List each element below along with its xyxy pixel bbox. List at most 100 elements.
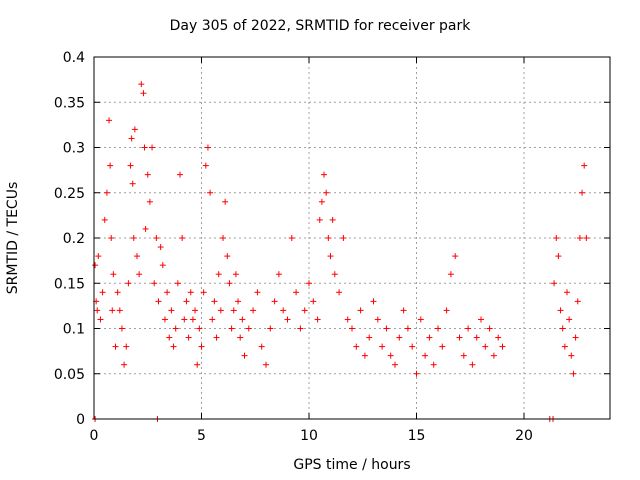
data-point [473, 334, 480, 341]
data-point [174, 280, 181, 287]
data-point [561, 343, 568, 350]
data-point [357, 307, 364, 314]
data-point [555, 253, 562, 260]
data-point [583, 235, 590, 241]
data-point [200, 289, 207, 296]
data-point [250, 307, 257, 314]
data-point [209, 316, 216, 323]
data-point [374, 316, 381, 323]
y-axis-label: SRMTID / TECUs [5, 181, 21, 295]
data-point [404, 325, 411, 332]
data-point [417, 316, 424, 323]
data-point [110, 271, 117, 278]
grid-lines [94, 57, 610, 419]
data-points [92, 81, 590, 422]
data-point [109, 307, 116, 314]
data-point [340, 235, 347, 241]
data-point [361, 352, 368, 359]
data-point [141, 144, 148, 151]
data-point [275, 271, 282, 278]
data-point [435, 325, 441, 332]
data-point [222, 198, 229, 205]
data-point [572, 334, 579, 341]
data-point [570, 370, 577, 377]
data-point [325, 235, 332, 241]
data-point [439, 343, 446, 350]
y-tick-label: 0.1 [63, 322, 85, 338]
data-point [310, 298, 317, 305]
data-point [92, 262, 99, 269]
data-point [329, 216, 336, 223]
data-point [314, 316, 321, 323]
data-point [232, 271, 239, 278]
data-point [198, 343, 205, 350]
chart-title: Day 305 of 2022, SRMTID for receiver par… [169, 18, 471, 34]
data-point [108, 235, 115, 241]
data-point [400, 307, 407, 314]
data-point [293, 289, 300, 296]
data-point [170, 343, 177, 350]
data-point [230, 307, 237, 314]
data-point [482, 343, 489, 350]
data-point [271, 298, 278, 305]
data-point [157, 244, 164, 251]
data-point [172, 325, 179, 332]
data-point [95, 253, 102, 260]
data-point [430, 361, 437, 368]
data-point [254, 289, 261, 296]
data-point [144, 171, 151, 178]
data-point [235, 298, 242, 305]
data-point [107, 162, 114, 169]
data-point [101, 216, 108, 223]
data-point [136, 271, 143, 278]
data-point [288, 235, 295, 241]
data-point [155, 298, 162, 305]
data-point [159, 262, 166, 269]
data-point [226, 280, 233, 287]
data-point [478, 316, 484, 323]
data-point [164, 289, 171, 296]
data-point [422, 352, 429, 359]
data-point [263, 361, 269, 368]
data-point [581, 162, 588, 169]
data-point [564, 289, 570, 296]
data-point [202, 162, 209, 169]
data-point [130, 235, 137, 241]
data-point [237, 334, 244, 341]
data-point [204, 144, 211, 151]
data-point [121, 361, 128, 368]
data-point [284, 316, 291, 323]
data-point [490, 352, 497, 359]
data-point [239, 316, 246, 323]
data-point [187, 289, 194, 296]
data-point [499, 343, 506, 350]
data-point [559, 325, 566, 332]
data-point [301, 307, 308, 314]
data-point [142, 225, 149, 232]
data-point [576, 235, 583, 241]
data-point [321, 171, 328, 178]
x-tick-label: 15 [408, 428, 426, 444]
data-point [146, 198, 153, 205]
data-point [112, 343, 119, 350]
y-tick-label: 0.25 [54, 186, 85, 202]
data-point [207, 189, 214, 196]
data-point [153, 235, 160, 241]
data-point [194, 361, 201, 368]
data-point [179, 235, 186, 241]
data-point [215, 271, 222, 278]
data-point [306, 280, 312, 287]
data-point [495, 334, 502, 341]
data-point [297, 325, 304, 332]
x-tick-label: 10 [300, 428, 318, 444]
x-tick-label: 20 [515, 428, 533, 444]
data-point [280, 307, 287, 314]
data-point [553, 235, 560, 241]
data-point [344, 316, 351, 323]
data-point [426, 334, 433, 341]
data-point [125, 280, 132, 287]
data-point [183, 298, 190, 305]
data-point [574, 298, 581, 305]
data-point [185, 334, 192, 341]
